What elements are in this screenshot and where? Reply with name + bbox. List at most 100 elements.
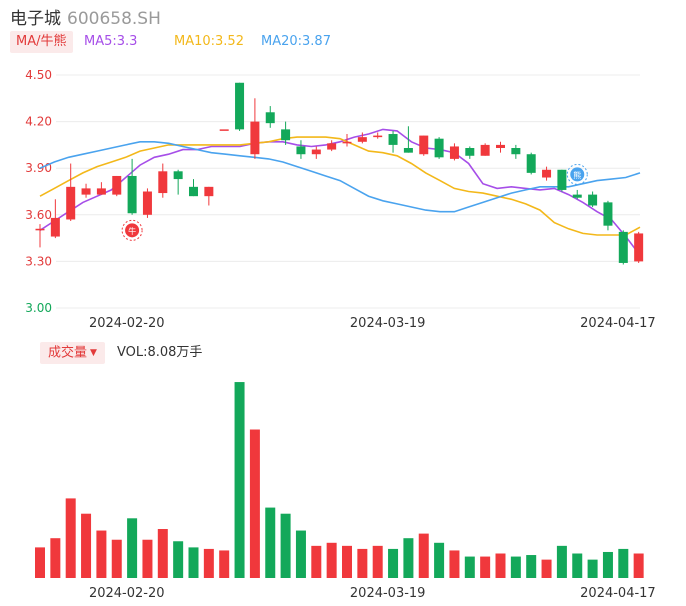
stock-title: 电子城 600658.SH	[10, 4, 161, 29]
candle-body	[480, 144, 490, 156]
candle-body	[250, 121, 260, 155]
volume-bar	[388, 548, 399, 578]
candle	[281, 121, 291, 145]
candle	[219, 129, 229, 131]
volume-bar	[234, 382, 245, 578]
volume-bar	[81, 513, 92, 578]
candle-body	[66, 186, 76, 220]
candle	[265, 106, 275, 128]
y-tick-label: 3.30	[25, 254, 52, 268]
volume-bar	[449, 550, 460, 578]
candle-body	[189, 186, 198, 197]
marker-dot	[570, 167, 585, 182]
volume-bar	[510, 556, 521, 578]
candle	[50, 199, 60, 239]
marker-ring	[121, 219, 143, 241]
volume-bar	[280, 513, 291, 578]
series-line-ma20	[39, 141, 641, 213]
volume-bar	[219, 550, 230, 578]
volume-bar	[188, 547, 199, 578]
volume-bar	[142, 539, 153, 578]
candle-body	[419, 135, 429, 155]
candle-body	[235, 82, 245, 130]
volume-bar	[357, 548, 368, 578]
volume-bar	[173, 541, 184, 578]
volume-bar	[556, 545, 567, 578]
volume-bar	[249, 429, 260, 578]
candle	[158, 163, 168, 198]
candle-body	[465, 148, 475, 156]
x-tick-label: 2024-04-17	[580, 586, 656, 601]
candle-body	[219, 129, 229, 131]
candle-body	[542, 169, 552, 178]
candle	[419, 135, 429, 156]
volume-bar	[50, 538, 61, 578]
candle	[603, 200, 613, 231]
candle	[173, 169, 183, 195]
candle	[434, 137, 444, 159]
candle-body	[50, 217, 60, 237]
candle-body	[388, 134, 398, 145]
volume-bar	[403, 538, 414, 578]
series-line-ma5	[39, 128, 641, 256]
candle-body	[618, 231, 628, 263]
volume-bar	[96, 530, 107, 578]
volume-bar	[572, 553, 583, 578]
x-tick-label: 2024-03-19	[350, 316, 426, 331]
candle	[189, 179, 198, 197]
volume-bar	[111, 539, 122, 578]
stock-name: 电子城	[10, 9, 61, 29]
volume-bar	[157, 529, 168, 578]
candle-body	[327, 143, 337, 150]
volume-bar	[526, 555, 537, 578]
candles	[35, 82, 644, 265]
x-tick-label: 2024-02-20	[89, 316, 165, 331]
candle	[480, 143, 490, 156]
candle-body	[112, 175, 122, 195]
volume-bar	[65, 498, 76, 578]
candle	[526, 152, 536, 175]
candle	[296, 140, 306, 159]
y-tick-label: 4.50	[25, 68, 52, 82]
candle-body	[357, 137, 367, 142]
candle	[618, 230, 628, 265]
volume-indicator-tag[interactable]: 成交量 ▼	[40, 341, 105, 364]
candle	[96, 182, 106, 195]
price-grid	[56, 74, 640, 309]
y-tick-label: 3.00	[25, 301, 52, 315]
volume-bar	[464, 556, 475, 578]
candle-body	[572, 194, 582, 198]
ma-indicator-tag[interactable]: MA/牛熊	[10, 31, 73, 53]
candle	[311, 146, 321, 159]
volume-bar	[265, 507, 276, 578]
signal-markers: 牛熊	[121, 163, 588, 241]
stock-code: 600658.SH	[67, 9, 161, 29]
x-tick-label: 2024-04-17	[580, 316, 656, 331]
candle	[81, 183, 91, 198]
caret-down-icon: ▼	[90, 347, 97, 358]
volume-bar	[326, 542, 337, 578]
volume-bar	[311, 545, 322, 578]
volume-bar	[434, 542, 445, 578]
candle-body	[173, 171, 183, 180]
candle	[235, 82, 245, 131]
y-tick-label: 3.90	[25, 161, 52, 175]
candle-body	[449, 146, 459, 159]
volume-bar	[587, 559, 598, 578]
volume-bar	[127, 518, 138, 578]
candle-body	[434, 138, 444, 158]
ma5-label: MA5:3.3	[84, 34, 138, 49]
candle-body	[265, 112, 275, 124]
volume-bar	[480, 556, 491, 578]
price-axis: 4.50 4.20 3.90 3.60 3.30 3.00	[25, 68, 52, 315]
candle-body	[511, 148, 521, 155]
volume-bar	[418, 533, 429, 578]
candle	[357, 132, 367, 144]
candle	[342, 134, 352, 147]
volume-bar	[35, 547, 45, 578]
candle-body	[127, 175, 137, 214]
volume-bar	[495, 553, 506, 578]
candle-body	[373, 135, 383, 138]
volume-bar	[372, 545, 383, 578]
